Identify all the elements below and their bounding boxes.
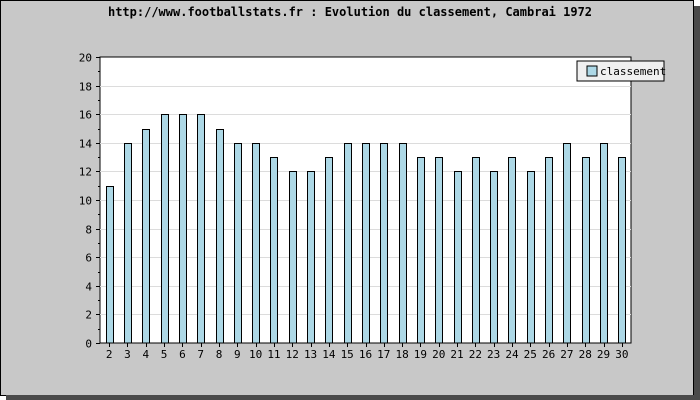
- x-tick-label: 5: [161, 348, 168, 361]
- bar: [197, 114, 205, 344]
- y-axis: 0 2 4 6 8 10 12 14 16 18 20: [79, 52, 100, 351]
- bar: [600, 143, 608, 344]
- legend-label: classement: [600, 65, 666, 78]
- x-tick-label: 13: [304, 348, 317, 361]
- x-tick-label: 18: [395, 348, 408, 361]
- bar: [124, 143, 132, 344]
- x-tick-label: 12: [286, 348, 299, 361]
- bar: [344, 143, 352, 344]
- bar: [234, 143, 242, 344]
- frame-shadow-bottom: [6, 395, 700, 400]
- bar: [161, 114, 169, 344]
- x-tick-label: 9: [234, 348, 241, 361]
- bar: [618, 157, 626, 344]
- y-tick-label: 2: [85, 309, 92, 322]
- x-tick-label: 10: [249, 348, 262, 361]
- chart-title: http://www.footballstats.fr : Evolution …: [108, 5, 592, 19]
- bar: [380, 143, 388, 344]
- bar: [490, 171, 498, 344]
- bar: [289, 171, 297, 344]
- y-tick-label: 18: [79, 81, 92, 94]
- x-tick-label: 30: [615, 348, 628, 361]
- x-tick-label: 20: [432, 348, 445, 361]
- x-tick-label: 19: [414, 348, 427, 361]
- x-tick-label: 26: [542, 348, 555, 361]
- bar: [142, 129, 150, 344]
- bar: [527, 171, 535, 344]
- x-tick-label: 27: [560, 348, 573, 361]
- bar: [508, 157, 516, 344]
- bar: [417, 157, 425, 344]
- bar: [399, 143, 407, 344]
- y-tick-label: 4: [85, 281, 92, 294]
- x-tick-label: 28: [579, 348, 592, 361]
- bar: [454, 171, 462, 344]
- bar: [435, 157, 443, 344]
- bar: [325, 157, 333, 344]
- frame-shadow-right: [694, 6, 700, 400]
- legend: classement: [576, 60, 666, 82]
- x-tick-label: 7: [197, 348, 204, 361]
- bar: [582, 157, 590, 344]
- bar: [179, 114, 187, 344]
- x-tick-label: 21: [450, 348, 463, 361]
- x-tick-label: 8: [216, 348, 223, 361]
- y-tick-label: 20: [79, 52, 92, 65]
- bar: [362, 143, 370, 344]
- x-tick-label: 3: [124, 348, 131, 361]
- y-tick-label: 8: [85, 224, 92, 237]
- x-tick-label: 17: [377, 348, 390, 361]
- x-tick-label: 6: [179, 348, 186, 361]
- bar: [307, 171, 315, 344]
- x-tick-label: 25: [524, 348, 537, 361]
- x-tick-label: 15: [341, 348, 354, 361]
- x-tick-label: 16: [359, 348, 372, 361]
- x-tick-label: 14: [322, 348, 336, 361]
- legend-swatch: [586, 65, 598, 77]
- bar: [563, 143, 571, 344]
- x-tick-label: 23: [487, 348, 500, 361]
- bar: [270, 157, 278, 344]
- x-tick-label: 24: [505, 348, 519, 361]
- bar: [106, 186, 114, 344]
- bar: [216, 129, 224, 344]
- x-tick-label: 2: [106, 348, 113, 361]
- y-tick-label: 12: [79, 166, 92, 179]
- bars: [106, 114, 626, 344]
- bar: [252, 143, 260, 344]
- bar: [472, 157, 480, 344]
- x-axis: 2 3 4 5 6 7 8 9 10 11 12 13 14 15 16 17 18 19 20 21 22 23 24 25…: [106, 343, 628, 361]
- y-tick-label: 6: [85, 252, 92, 265]
- x-tick-label: 4: [142, 348, 149, 361]
- legend-box: [576, 60, 665, 82]
- x-tick-label: 11: [267, 348, 280, 361]
- y-tick-label: 10: [79, 195, 92, 208]
- x-tick-label: 22: [469, 348, 482, 361]
- bar: [545, 157, 553, 344]
- y-tick-label: 16: [79, 109, 92, 122]
- x-tick-label: 29: [597, 348, 610, 361]
- y-tick-label: 0: [85, 338, 92, 351]
- y-tick-label: 14: [79, 138, 93, 151]
